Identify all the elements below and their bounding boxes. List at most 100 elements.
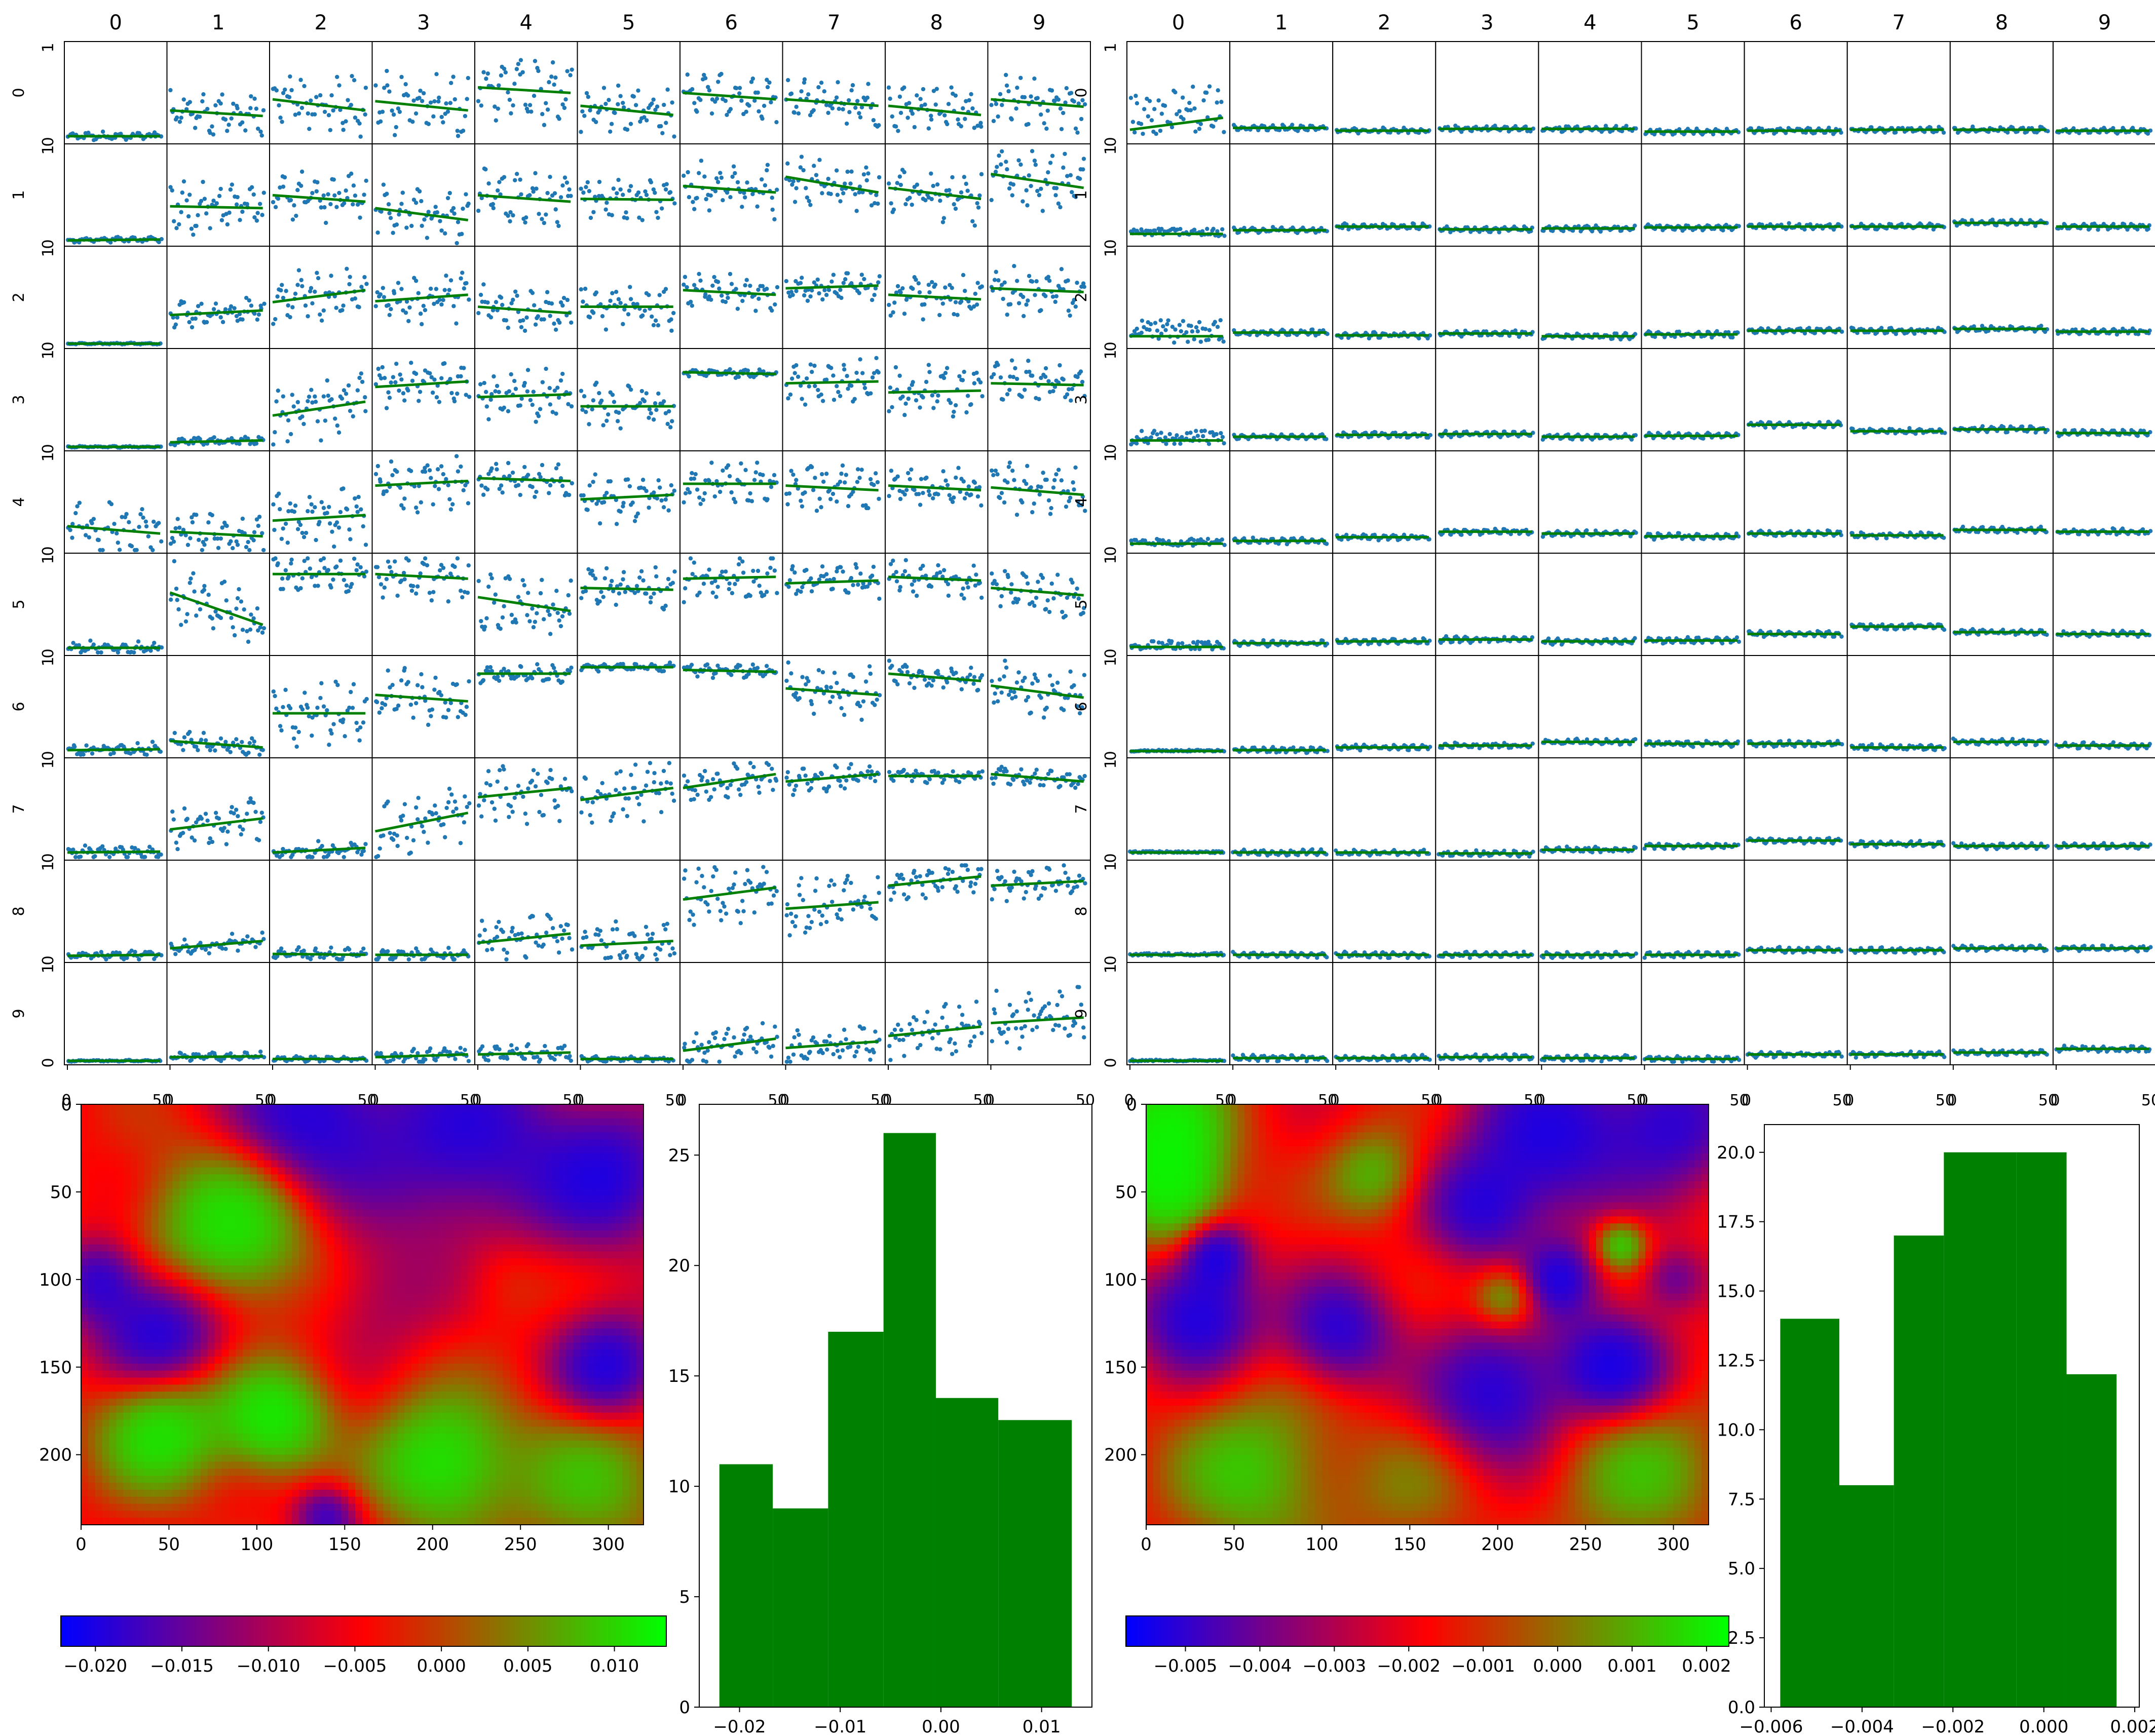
left-grid-point	[872, 293, 877, 297]
left-grid-point	[539, 793, 544, 797]
left-grid-point	[887, 769, 892, 775]
left-grid-row-label: 0	[10, 88, 28, 97]
left-grid-point	[222, 580, 227, 584]
left-grid-point	[557, 819, 562, 823]
left-grid-point	[755, 460, 760, 465]
left-grid-point	[1037, 492, 1042, 497]
left-grid-point	[375, 230, 380, 235]
left-grid-point	[850, 83, 855, 88]
left-grid-point	[68, 528, 72, 532]
left-grid-point	[401, 308, 405, 313]
left-grid-point	[1004, 769, 1009, 774]
left-grid-point	[872, 483, 876, 487]
left-grid-point	[341, 121, 345, 126]
left-grid-point	[413, 805, 419, 810]
left-grid-point	[772, 217, 777, 222]
left-grid-point	[625, 953, 629, 958]
left-grid-point	[672, 201, 677, 206]
left-grid-point	[667, 761, 672, 765]
left-grid-point	[1020, 500, 1025, 505]
left-grid-point	[805, 298, 810, 303]
left-grid-point	[378, 119, 383, 124]
left-grid-point	[271, 442, 276, 447]
left-grid-point	[384, 406, 389, 410]
left-grid-point	[388, 565, 392, 569]
left-grid-point	[81, 752, 86, 757]
left-grid-cell	[371, 450, 475, 554]
left-grid-point	[332, 544, 336, 549]
left-grid-point	[199, 738, 204, 742]
left-grid-point	[954, 670, 958, 675]
left-grid-point	[819, 392, 823, 397]
left-grid-point	[888, 96, 892, 101]
left-grid-point	[310, 190, 315, 196]
left-grid-point	[791, 792, 796, 797]
left-grid-point	[90, 521, 94, 525]
left-grid-cell	[577, 246, 680, 349]
left-grid-ytick-label: 1	[40, 554, 57, 564]
left-grid-point	[558, 924, 563, 929]
left-grid-point	[437, 568, 442, 573]
left-grid-point	[658, 485, 662, 490]
left-grid-point	[906, 396, 911, 401]
left-grid-cell	[885, 450, 989, 554]
left-grid-point	[401, 391, 406, 396]
left-grid-point	[637, 575, 642, 580]
left-grid-cell-frame	[371, 348, 475, 451]
left-grid-point	[562, 105, 567, 110]
left-grid-point	[1014, 279, 1019, 283]
left-grid-point	[581, 493, 586, 498]
left-grid-point	[344, 392, 349, 396]
left-grid-point	[506, 90, 510, 95]
left-grid-point	[907, 101, 912, 105]
left-grid-point	[549, 301, 554, 306]
left-grid-point	[352, 78, 357, 83]
left-grid-point	[305, 556, 310, 561]
left-grid-point	[749, 80, 754, 84]
left-grid-cell-frame	[166, 41, 270, 144]
left-grid-point	[866, 506, 871, 511]
left-grid-point	[1054, 294, 1059, 299]
left-grid-point	[736, 374, 741, 379]
left-grid-point	[800, 585, 805, 590]
left-grid-point	[803, 774, 808, 778]
left-grid-point	[612, 811, 616, 816]
left-grid-point	[507, 576, 512, 582]
left-grid-point	[972, 480, 977, 485]
left-grid-point	[385, 191, 389, 196]
left-grid-point	[615, 191, 619, 196]
left-grid-point	[877, 123, 881, 128]
left-grid-point	[1066, 308, 1071, 313]
left-grid-point	[314, 95, 319, 99]
left-grid-point	[903, 401, 908, 406]
left-grid-point	[756, 287, 761, 292]
left-grid-point	[970, 106, 975, 111]
left-grid-point	[257, 752, 262, 757]
left-grid-point	[481, 282, 486, 287]
left-grid-point	[557, 618, 561, 623]
left-grid-point	[254, 441, 259, 446]
left-grid-point	[858, 115, 863, 120]
left-grid-point	[380, 365, 385, 370]
left-grid-point	[912, 685, 917, 690]
left-grid-point	[508, 804, 513, 808]
left-grid-point	[721, 198, 725, 203]
left-grid-point	[799, 89, 804, 94]
left-grid-point	[448, 376, 452, 381]
left-grid-point	[842, 786, 847, 791]
left-grid-point	[335, 74, 339, 80]
left-grid-point	[900, 286, 905, 291]
left-grid-point	[329, 731, 334, 736]
left-grid-point	[1046, 498, 1051, 503]
left-grid-point	[391, 375, 396, 379]
left-grid-point	[618, 94, 623, 98]
left-grid-point	[1029, 485, 1033, 490]
left-grid-point	[389, 380, 393, 385]
left-grid-point	[603, 327, 609, 332]
left-grid-point	[519, 665, 523, 669]
left-grid-point	[247, 548, 252, 553]
left-grid-point	[789, 671, 793, 676]
left-grid-point	[112, 521, 117, 526]
left-grid-point	[476, 208, 481, 213]
left-grid-point	[702, 72, 706, 78]
